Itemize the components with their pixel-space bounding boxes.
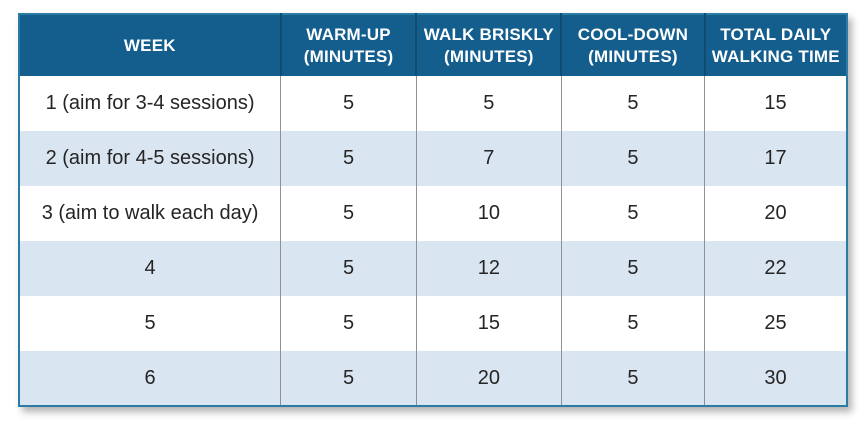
cell-walk-briskly: 10 [415, 186, 562, 241]
table-row-week-6: 6 5 20 5 30 [19, 351, 847, 406]
header-row: WEEK WARM-UP (MINUTES) WALK BRISKLY (MIN… [19, 14, 847, 76]
column-header-walk-briskly: WALK BRISKLY (MINUTES) [415, 14, 562, 76]
column-header-warm-up: WARM-UP (MINUTES) [279, 14, 417, 76]
table-row-week-1: 1 (aim for 3-4 sessions) 5 5 5 15 [19, 76, 847, 131]
column-header-week: WEEK [19, 14, 281, 76]
column-header-total-daily: TOTAL DAILY WALKING TIME [703, 14, 847, 76]
cell-warm-up: 5 [280, 296, 417, 351]
cell-walk-briskly: 7 [415, 131, 562, 186]
cell-week: 4 [144, 257, 156, 279]
table-row-week-3: 3 (aim to walk each day) 5 10 5 20 [19, 186, 847, 241]
walking-program-table: WEEK WARM-UP (MINUTES) WALK BRISKLY (MIN… [18, 13, 848, 407]
cell-cool-down: 5 [560, 351, 705, 406]
table-row-week-2: 2 (aim for 4-5 sessions) 5 7 5 17 [19, 131, 847, 186]
cell-week: 6 [144, 366, 156, 389]
cell-warm-up: 5 [280, 76, 417, 131]
column-header-cool-down: COOL-DOWN (MINUTES) [560, 14, 705, 76]
cell-cool-down: 5 [560, 131, 705, 186]
cell-cool-down: 5 [560, 186, 705, 241]
cell-warm-up: 5 [280, 186, 417, 241]
cell-walk-briskly: 5 [415, 76, 562, 131]
cell-total: 30 [704, 351, 847, 406]
cell-warm-up: 5 [280, 351, 417, 406]
cell-cool-down: 5 [560, 296, 705, 351]
cell-week: 1 (aim for 3-4 sessions) [45, 92, 255, 114]
cell-warm-up: 5 [280, 131, 417, 186]
cell-cool-down: 5 [560, 241, 705, 296]
cell-total: 22 [704, 241, 847, 296]
cell-cool-down: 5 [560, 76, 705, 131]
cell-total: 17 [704, 131, 847, 186]
cell-warm-up: 5 [280, 241, 417, 296]
cell-week: 3 (aim to walk each day) [41, 202, 259, 224]
cell-walk-briskly: 15 [415, 296, 562, 351]
cell-week: 2 (aim for 4-5 sessions) [45, 147, 255, 169]
table-row-week-5: 5 5 15 5 25 [19, 296, 847, 351]
table-row-week-4: 4 5 12 5 22 [19, 241, 847, 296]
cell-week: 5 [144, 312, 156, 334]
cell-total: 20 [704, 186, 847, 241]
cell-total: 25 [704, 296, 847, 351]
cell-walk-briskly: 20 [415, 351, 562, 406]
cell-total: 15 [704, 76, 847, 131]
cell-walk-briskly: 12 [415, 241, 562, 296]
